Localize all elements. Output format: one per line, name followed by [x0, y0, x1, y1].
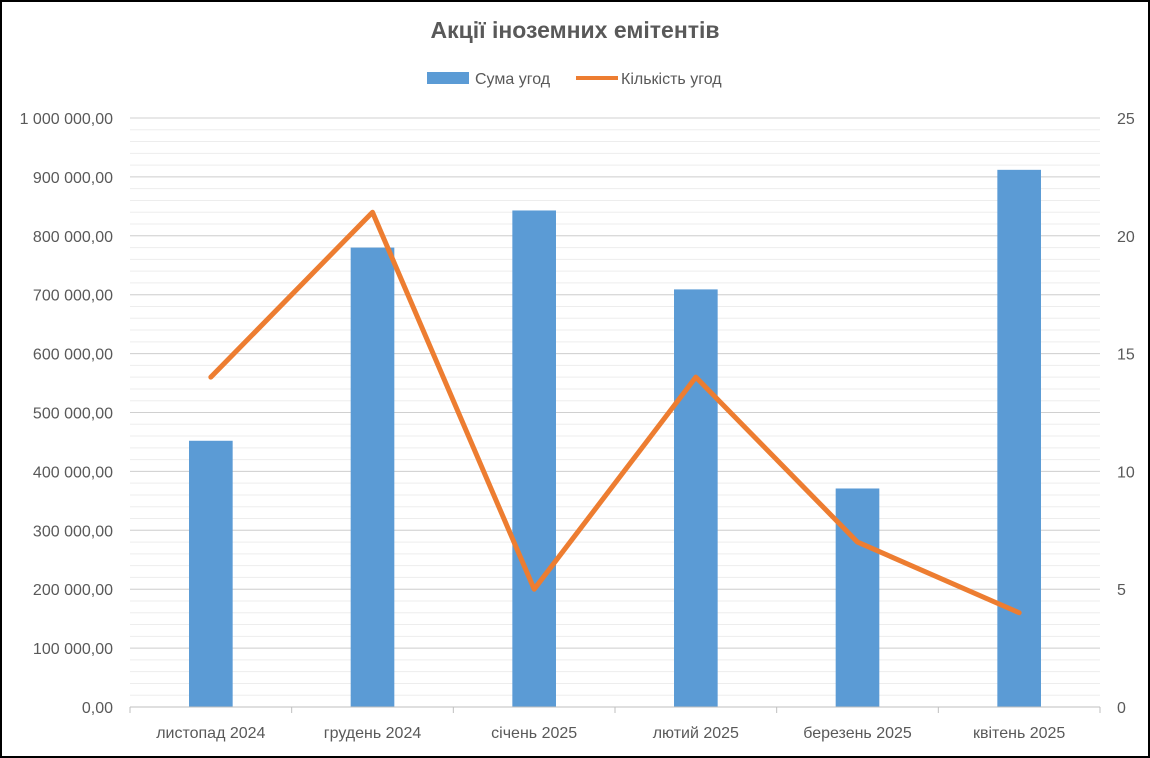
bar-2 [350, 247, 395, 707]
legend: Сума угод Кількість угод [427, 71, 722, 88]
x-tick-label: листопад 2024 [156, 725, 265, 742]
y-left-tick-label: 900 000,00 [33, 170, 113, 187]
x-tick-label: квітень 2025 [973, 725, 1065, 742]
bar-6 [997, 169, 1041, 707]
y-left-tick-label: 500 000,00 [33, 406, 113, 423]
y-left-tick-label: 700 000,00 [33, 288, 113, 305]
bar-series [189, 169, 1041, 707]
y-left-tick-label: 600 000,00 [33, 347, 113, 364]
y-left-tick-label: 400 000,00 [33, 464, 113, 481]
line-kilkist-uhod [208, 209, 1022, 616]
gridlines [130, 117, 1100, 708]
x-tick-label: березень 2025 [803, 725, 912, 742]
x-tick-label: січень 2025 [491, 725, 577, 742]
y-right-tick-label: 5 [1117, 582, 1126, 599]
bar-4 [674, 289, 718, 707]
y-left-tick-label: 100 000,00 [33, 641, 113, 658]
y-left-tick-label: 0,00 [82, 700, 113, 717]
legend-label-bar: Сума угод [475, 71, 551, 88]
y-right-tick-label: 15 [1117, 347, 1135, 364]
legend-label-line: Кількість угод [621, 71, 722, 88]
axes: листопад 2024 грудень 2024 січень 2025 люти… [20, 111, 1135, 742]
y-left-tick-label: 800 000,00 [33, 229, 113, 246]
line-series [208, 209, 1022, 616]
y-left-tick-label: 200 000,00 [33, 582, 113, 599]
x-tick-label: грудень 2024 [324, 725, 422, 742]
y-right-tick-label: 0 [1117, 700, 1126, 717]
bar-5 [835, 488, 880, 707]
x-tick-label: лютий 2025 [653, 725, 739, 742]
y-left-tick-label: 300 000,00 [33, 523, 113, 540]
bar-1 [189, 440, 233, 707]
bar-3 [512, 210, 556, 707]
y-right-tick-label: 25 [1117, 111, 1135, 128]
y-right-tick-label: 10 [1117, 464, 1135, 481]
y-left-tick-label: 1 000 000,00 [20, 111, 114, 128]
chart-title: Акції іноземних емітентів [430, 17, 719, 43]
y-right-tick-label: 20 [1117, 229, 1135, 246]
legend-swatch-bar [427, 72, 469, 84]
